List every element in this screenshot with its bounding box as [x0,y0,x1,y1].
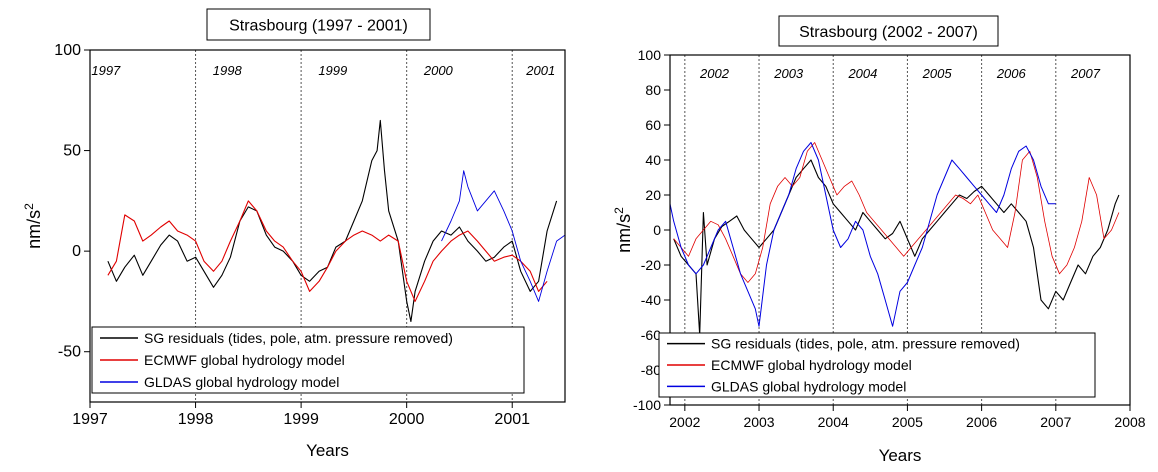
x-tick-label: 2008 [1114,414,1145,430]
y-tick-label: -80 [641,362,661,378]
series-line-sg [107,119,558,323]
year-label: 2000 [423,63,454,78]
y-tick-label: 40 [645,152,661,168]
year-label: 1997 [91,63,121,78]
y-tick-label: 80 [645,82,661,98]
chart-panel-2002-2007: Strasbourg (2002 - 2007)2002 2003 2004 2005… [612,15,1146,465]
x-tick-label: 2007 [1040,414,1071,430]
y-tick-label: 100 [638,47,662,63]
y-axis-label: nm/s2 [612,207,634,253]
plot-frame [89,49,566,403]
series-line-gldas [670,142,1056,327]
y-tick-label: 100 [54,42,81,59]
year-label: 2004 [847,66,877,81]
x-tick-label: 2001 [494,411,530,428]
year-label: 1999 [318,63,347,78]
x-tick-label: 2006 [966,414,997,430]
year-label: 2006 [996,66,1027,81]
x-tick-label: 1999 [283,411,319,428]
y-axis-label-superscript: 2 [612,207,626,214]
y-tick-label: 20 [645,187,661,203]
chart-title: Strasbourg (1997 - 2001) [229,18,408,35]
y-tick-label: -40 [641,292,661,308]
legend-box [91,326,525,394]
y-tick-label: 50 [63,143,81,160]
y-tick-label: 0 [653,222,661,238]
year-label: 1998 [213,63,243,78]
y-axis-label-unit: nm/s [614,214,634,253]
y-tick-label: -20 [641,257,661,273]
year-label: 2001 [525,63,555,78]
x-tick-label: 2000 [389,411,425,428]
year-label: 2007 [1070,66,1101,81]
x-tick-label: 1997 [72,411,108,428]
legend-entry: SG residuals (tides, pole, atm. pressure… [144,330,453,346]
legend-entry: ECMWF global hydrology model [144,352,345,368]
chart-title-box [206,8,431,41]
x-axis-label: Years [879,446,922,465]
year-label: 2005 [922,66,953,81]
series-line-gldas [441,170,565,302]
y-axis-label-unit: nm/s [24,210,44,249]
legend-entry: GLDAS global hydrology model [711,378,906,394]
x-tick-label: 1998 [178,411,214,428]
x-axis-label: Years [306,441,349,460]
year-label: 2003 [773,66,804,81]
legend-box [658,332,1096,398]
y-axis-label-superscript: 2 [22,203,36,210]
x-tick-label: 2002 [669,414,700,430]
y-tick-label: -100 [633,397,661,413]
y-tick-label: 0 [72,243,81,260]
legend-entry: GLDAS global hydrology model [144,374,339,390]
x-tick-label: 2004 [818,414,849,430]
x-tick-label: 2005 [892,414,923,430]
x-tick-label: 2003 [743,414,774,430]
y-tick-label: 60 [645,117,661,133]
chart-panel-1997-2001: Strasbourg (1997 - 2001) 1997 1998 1999 2000… [22,8,566,460]
chart-title: Strasbourg (2002 - 2007) [799,24,978,41]
y-axis-label: nm/s2 [22,203,44,249]
legend-entry: ECMWF global hydrology model [711,357,912,373]
series-line-sg [673,159,1120,336]
chart-title-box [778,15,999,47]
series-line-ecmwf [107,200,548,302]
series-line-ecmwf [673,142,1120,283]
year-label: 2002 [699,66,730,81]
legend-entry: SG residuals (tides, pole, atm. pressure… [711,336,1020,352]
y-tick-label: -50 [58,344,81,361]
y-tick-label: -60 [641,327,661,343]
